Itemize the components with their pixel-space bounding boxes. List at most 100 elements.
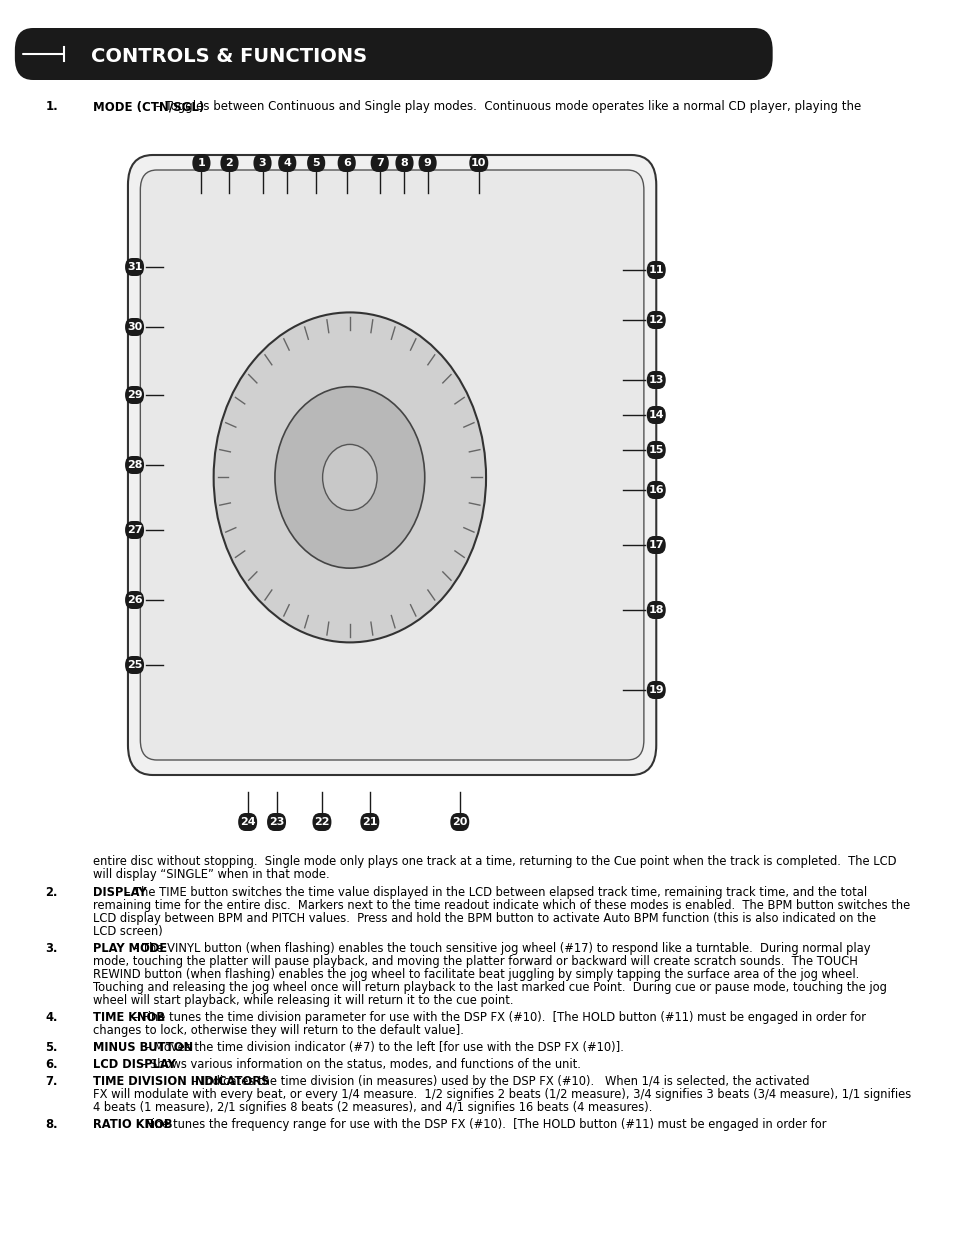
Text: FX will modulate with every beat, or every 1/4 measure.  1/2 signifies 2 beats (: FX will modulate with every beat, or eve…: [93, 1088, 910, 1100]
Text: Touching and releasing the jog wheel once will return playback to the last marke: Touching and releasing the jog wheel onc…: [93, 981, 886, 994]
FancyBboxPatch shape: [15, 28, 772, 80]
Text: 15: 15: [648, 445, 663, 454]
Text: 5: 5: [312, 158, 319, 168]
Text: 24: 24: [239, 818, 255, 827]
Text: 1.: 1.: [46, 100, 58, 112]
Text: – Toggles between Continuous and Single play modes.  Continuous mode operates li: – Toggles between Continuous and Single …: [152, 100, 861, 112]
Text: 18: 18: [648, 605, 663, 615]
Text: 19: 19: [648, 685, 663, 695]
Text: – Fine tunes the frequency range for use with the DSP FX (#10).  [The HOLD butto: – Fine tunes the frequency range for use…: [132, 1118, 825, 1131]
Text: 8: 8: [400, 158, 408, 168]
FancyBboxPatch shape: [646, 261, 665, 279]
Text: 4.: 4.: [46, 1011, 58, 1024]
Text: LCD display between BPM and PITCH values.  Press and hold the BPM button to acti: LCD display between BPM and PITCH values…: [93, 911, 876, 925]
Text: MINUS BUTTON: MINUS BUTTON: [93, 1041, 193, 1053]
Text: MODE (CTN/SGL): MODE (CTN/SGL): [93, 100, 204, 112]
FancyBboxPatch shape: [238, 813, 257, 831]
FancyBboxPatch shape: [646, 601, 665, 619]
Text: – Shows various information on the status, modes, and functions of the unit.: – Shows various information on the statu…: [137, 1058, 580, 1071]
Text: 7.: 7.: [46, 1074, 58, 1088]
FancyBboxPatch shape: [646, 480, 665, 499]
Text: entire disc without stopping.  Single mode only plays one track at a time, retur: entire disc without stopping. Single mod…: [93, 855, 896, 868]
FancyBboxPatch shape: [278, 154, 296, 172]
FancyBboxPatch shape: [646, 311, 665, 329]
Text: 21: 21: [362, 818, 377, 827]
FancyBboxPatch shape: [267, 813, 286, 831]
Text: PLAY MODE: PLAY MODE: [93, 942, 167, 955]
Text: 13: 13: [648, 375, 663, 385]
Circle shape: [274, 387, 424, 568]
Text: 25: 25: [127, 659, 142, 671]
Text: 4: 4: [283, 158, 291, 168]
Text: 26: 26: [127, 595, 142, 605]
FancyBboxPatch shape: [193, 154, 211, 172]
FancyBboxPatch shape: [371, 154, 389, 172]
Text: – The VINYL button (when flashing) enables the touch sensitive jog wheel (#17) t: – The VINYL button (when flashing) enabl…: [129, 942, 870, 955]
Circle shape: [322, 445, 376, 510]
Text: – The TIME button switches the time value displayed in the LCD between elapsed t: – The TIME button switches the time valu…: [121, 885, 866, 899]
FancyBboxPatch shape: [418, 154, 436, 172]
FancyBboxPatch shape: [125, 521, 144, 538]
Text: 6: 6: [342, 158, 351, 168]
Text: LCD screen): LCD screen): [93, 925, 163, 939]
Text: 12: 12: [648, 315, 663, 325]
Text: 2.: 2.: [46, 885, 58, 899]
Text: 28: 28: [127, 459, 142, 471]
Text: TIME KNOB: TIME KNOB: [93, 1011, 165, 1024]
FancyBboxPatch shape: [220, 154, 238, 172]
Text: 14: 14: [648, 410, 663, 420]
FancyBboxPatch shape: [450, 813, 469, 831]
Text: 17: 17: [648, 540, 663, 550]
FancyBboxPatch shape: [313, 813, 331, 831]
FancyBboxPatch shape: [125, 656, 144, 674]
Text: – Moves the time division indicator (#7) to the left [for use with the DSP FX (#: – Moves the time division indicator (#7)…: [141, 1041, 623, 1053]
FancyBboxPatch shape: [307, 154, 325, 172]
Circle shape: [213, 312, 485, 642]
Text: 11: 11: [648, 266, 663, 275]
FancyBboxPatch shape: [337, 154, 355, 172]
Text: 27: 27: [127, 525, 142, 535]
Text: 31: 31: [127, 262, 142, 272]
Text: remaining time for the entire disc.  Markers next to the time readout indicate w: remaining time for the entire disc. Mark…: [93, 899, 909, 911]
Text: 23: 23: [269, 818, 284, 827]
FancyBboxPatch shape: [469, 154, 488, 172]
Text: CONTROLS & FUNCTIONS: CONTROLS & FUNCTIONS: [91, 47, 367, 67]
Text: 30: 30: [127, 322, 142, 332]
Text: 10: 10: [471, 158, 486, 168]
Text: 7: 7: [375, 158, 383, 168]
Text: wheel will start playback, while releasing it will return it to the cue point.: wheel will start playback, while releasi…: [93, 994, 514, 1007]
Text: – Indicates the time division (in measures) used by the DSP FX (#10).   When 1/4: – Indicates the time division (in measur…: [189, 1074, 808, 1088]
FancyBboxPatch shape: [646, 680, 665, 699]
Text: 3.: 3.: [46, 942, 58, 955]
FancyBboxPatch shape: [360, 813, 379, 831]
Text: TIME DIVISION INDICATORS: TIME DIVISION INDICATORS: [93, 1074, 270, 1088]
FancyBboxPatch shape: [140, 170, 643, 760]
FancyBboxPatch shape: [646, 441, 665, 459]
Text: 8.: 8.: [46, 1118, 58, 1131]
Text: changes to lock, otherwise they will return to the default value].: changes to lock, otherwise they will ret…: [93, 1024, 464, 1037]
Text: 9: 9: [423, 158, 431, 168]
Text: 22: 22: [314, 818, 330, 827]
FancyBboxPatch shape: [646, 406, 665, 424]
FancyBboxPatch shape: [125, 456, 144, 474]
Text: 1: 1: [197, 158, 205, 168]
Text: 4 beats (1 measure), 2/1 signifies 8 beats (2 measures), and 4/1 signifies 16 be: 4 beats (1 measure), 2/1 signifies 8 bea…: [93, 1100, 652, 1114]
FancyBboxPatch shape: [395, 154, 414, 172]
FancyBboxPatch shape: [128, 156, 656, 776]
Text: 6.: 6.: [46, 1058, 58, 1071]
Text: will display “SINGLE” when in that mode.: will display “SINGLE” when in that mode.: [93, 868, 330, 881]
Text: 20: 20: [452, 818, 467, 827]
Text: 16: 16: [648, 485, 663, 495]
Text: 5.: 5.: [46, 1041, 58, 1053]
Text: 29: 29: [127, 390, 142, 400]
FancyBboxPatch shape: [125, 592, 144, 609]
FancyBboxPatch shape: [125, 258, 144, 275]
FancyBboxPatch shape: [646, 370, 665, 389]
Text: 2: 2: [225, 158, 233, 168]
Text: mode, touching the platter will pause playback, and moving the platter forward o: mode, touching the platter will pause pl…: [93, 955, 858, 968]
FancyBboxPatch shape: [646, 536, 665, 555]
Text: RATIO KNOB: RATIO KNOB: [93, 1118, 172, 1131]
FancyBboxPatch shape: [125, 317, 144, 336]
Text: 3: 3: [258, 158, 266, 168]
FancyBboxPatch shape: [125, 387, 144, 404]
